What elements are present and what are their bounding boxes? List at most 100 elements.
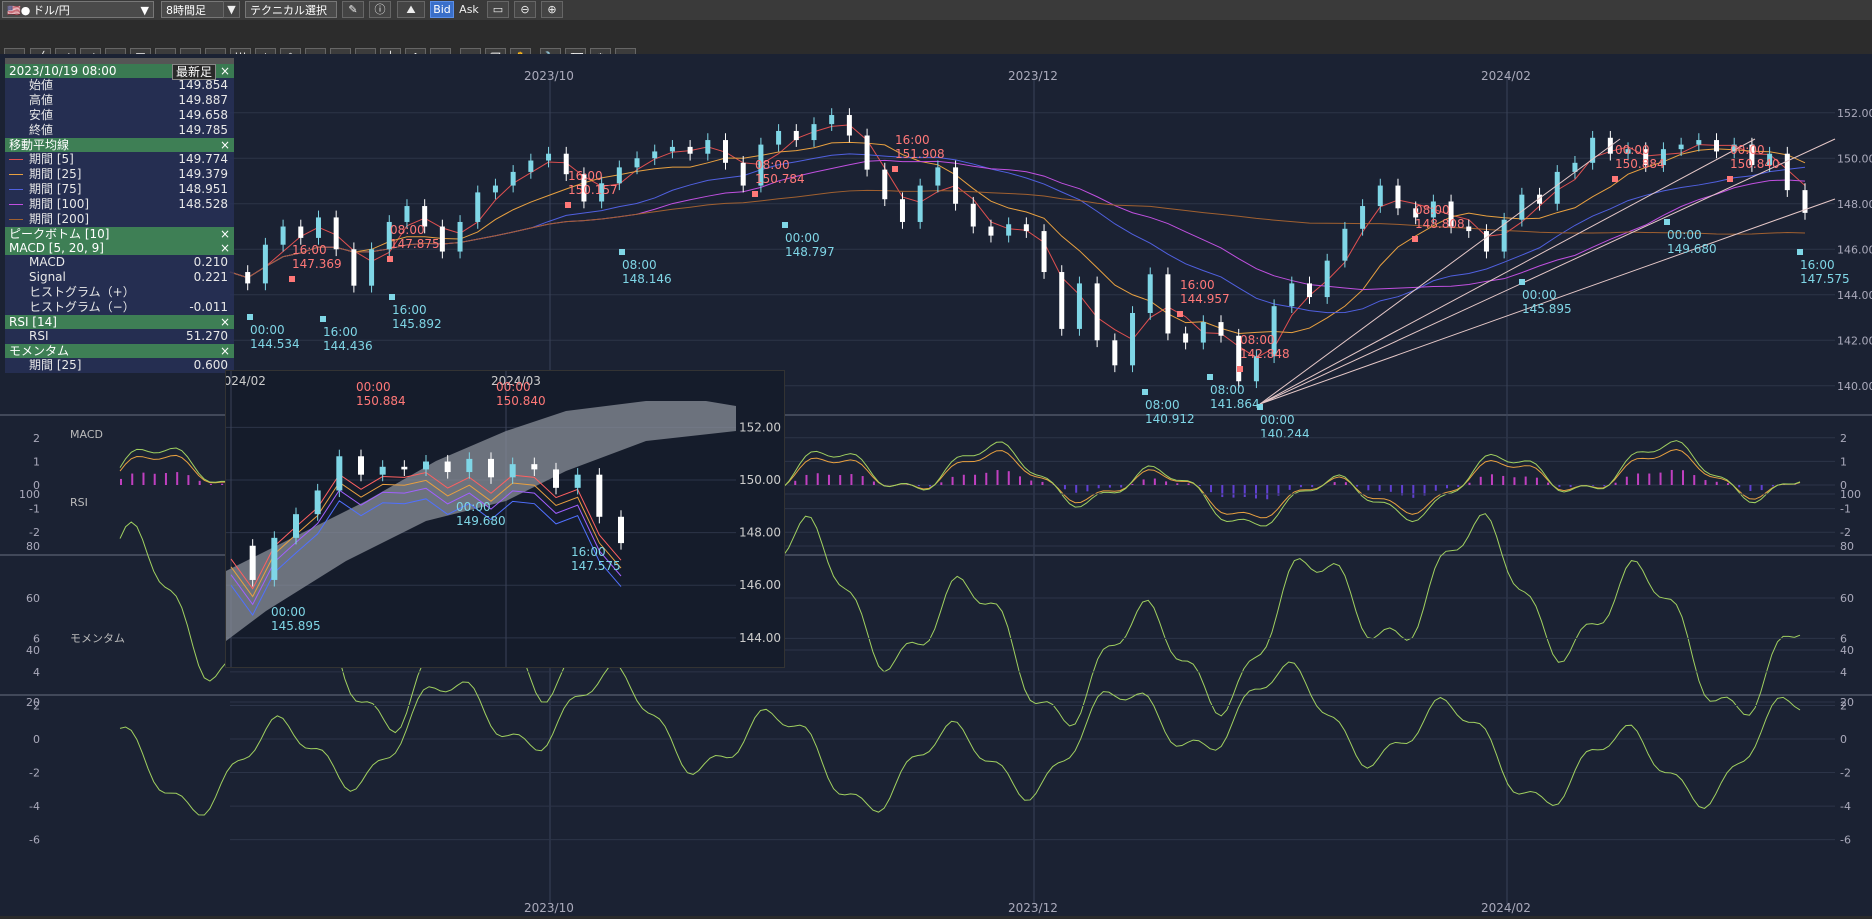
candle-body <box>918 186 923 222</box>
histogram-bar <box>221 484 223 485</box>
ask-button[interactable]: Ask <box>457 1 481 18</box>
row-label: 期間 [100] <box>29 197 89 212</box>
histogram-bar <box>1704 480 1706 485</box>
y-tick-label: 60 <box>1840 592 1854 605</box>
annotation-price: 150.884 <box>356 394 406 408</box>
histogram-bar <box>1480 477 1482 485</box>
histogram-bar <box>1749 485 1751 491</box>
histogram-bar <box>1221 485 1223 497</box>
close-icon[interactable]: × <box>220 241 230 255</box>
candle-body <box>1378 186 1383 206</box>
candle-body <box>1183 333 1188 342</box>
histogram-bar <box>1289 485 1291 490</box>
zoom-out-icon[interactable]: ⊖ <box>514 1 536 18</box>
histogram-bar <box>817 473 819 485</box>
drawing-toolbar: + ╱ ⟋ ⟋ ⧄ ☰ ≣ ◠ ⊿ ||| ⋔ ⬠ ○ □ — │ A icon… <box>0 20 1872 54</box>
candle-body <box>865 136 870 170</box>
annotation-price: 149.680 <box>1667 242 1717 256</box>
close-icon[interactable]: × <box>220 138 230 152</box>
mom-row: 期間 [25]0.600 <box>5 358 234 373</box>
timeframe-select[interactable]: 8時間足 <box>161 1 231 18</box>
candle-body <box>531 464 537 469</box>
annotation-price: 148.146 <box>622 272 672 286</box>
annotation-time: 00:00 <box>1667 228 1702 242</box>
macd-header: MACD [5, 20, 9]× <box>5 241 234 255</box>
candle-body <box>1466 227 1471 232</box>
info-icon[interactable]: ⓘ <box>369 1 391 18</box>
chevron-down-icon: ▼ <box>141 2 149 19</box>
chart-type-icon[interactable]: ⛰ <box>397 1 425 18</box>
annotation-time: 16:00 <box>392 303 427 317</box>
annotation-time: 08:00 <box>1415 203 1450 217</box>
close-icon[interactable]: × <box>220 344 230 358</box>
histogram-bar <box>805 475 807 485</box>
inset-canvas: 152.00150.00148.00146.00144.002024/02202… <box>226 371 784 667</box>
candle-body <box>1148 274 1153 313</box>
histogram-bar <box>210 484 212 485</box>
y-tick-label: -4 <box>1840 800 1851 813</box>
histogram-bar <box>1727 483 1729 485</box>
candle-body <box>1042 231 1047 272</box>
close-icon[interactable]: × <box>220 227 230 241</box>
rsi-header: RSI [14]× <box>5 315 234 329</box>
y-tick-label: 142.00 <box>1837 334 1872 347</box>
pencil-icon[interactable]: ✎ <box>342 1 364 18</box>
peak-marker <box>1797 249 1803 255</box>
annotation-time: 00:00 <box>356 380 391 394</box>
candle-body <box>953 167 958 203</box>
histogram-bar <box>1525 477 1527 485</box>
histogram-bar <box>952 477 954 485</box>
timeframe-dropdown-button[interactable]: ▼ <box>223 1 240 18</box>
peak-marker <box>1177 311 1183 317</box>
histogram-bar <box>1041 482 1043 485</box>
y-tick-label: 100 <box>19 488 40 501</box>
close-icon[interactable]: × <box>220 315 230 329</box>
peak-marker <box>1612 176 1618 182</box>
annotation-time: 16:00 <box>292 243 327 257</box>
candle-body <box>315 490 321 514</box>
histogram-bar <box>1615 483 1617 485</box>
macd-row: ヒストグラム（−）-0.011 <box>5 300 234 315</box>
annotation-time: 08:00 <box>755 158 790 172</box>
candle-body <box>528 161 533 172</box>
technical-select[interactable]: テクニカル選択 ▼ <box>245 1 337 18</box>
peak-marker <box>619 249 625 255</box>
ma-header: 移動平均線× <box>5 138 234 152</box>
close-icon[interactable]: × <box>220 64 230 78</box>
row-value: 149.658 <box>178 108 228 123</box>
histogram-bar <box>1513 477 1515 485</box>
row-label: Signal <box>29 270 66 285</box>
histogram-bar <box>1154 479 1156 485</box>
zoom-in-icon[interactable]: ⊕ <box>541 1 563 18</box>
histogram-bar <box>1176 483 1178 485</box>
candle-body <box>369 249 374 285</box>
candle-body <box>617 167 622 183</box>
y-tick-label: -2 <box>1840 767 1851 780</box>
candle-body <box>281 227 286 245</box>
bid-button[interactable]: Bid <box>430 1 454 18</box>
monitor-icon[interactable]: ▭ <box>487 1 509 18</box>
y-tick-label: 146.00 <box>739 578 781 592</box>
histogram-bar <box>1738 485 1740 487</box>
inset-chart[interactable]: 152.00150.00148.00146.00144.002024/02202… <box>225 370 785 668</box>
histogram-bar <box>839 475 841 485</box>
histogram-bar <box>1412 485 1414 498</box>
row-label: RSI <box>29 329 49 344</box>
histogram-bar <box>1098 485 1100 488</box>
annotation-price: 150.884 <box>1615 157 1665 171</box>
candle-body <box>1342 229 1347 261</box>
histogram-bar <box>1626 477 1628 485</box>
candle-body <box>271 538 277 580</box>
x-tick-label: 2023/12 <box>1008 901 1058 915</box>
annotation-time: 08:00 <box>1145 398 1180 412</box>
annotation-price: 144.436 <box>323 339 373 353</box>
histogram-bar <box>1379 485 1381 491</box>
y-tick-label: 100 <box>1840 488 1861 501</box>
histogram-bar <box>142 473 144 485</box>
peak-marker <box>1257 404 1263 410</box>
currency-pair-select[interactable]: 🇺🇸●ドル/円 ▼ <box>2 1 154 18</box>
histogram-bar <box>131 474 133 485</box>
row-label: 期間 [25] <box>29 167 81 182</box>
